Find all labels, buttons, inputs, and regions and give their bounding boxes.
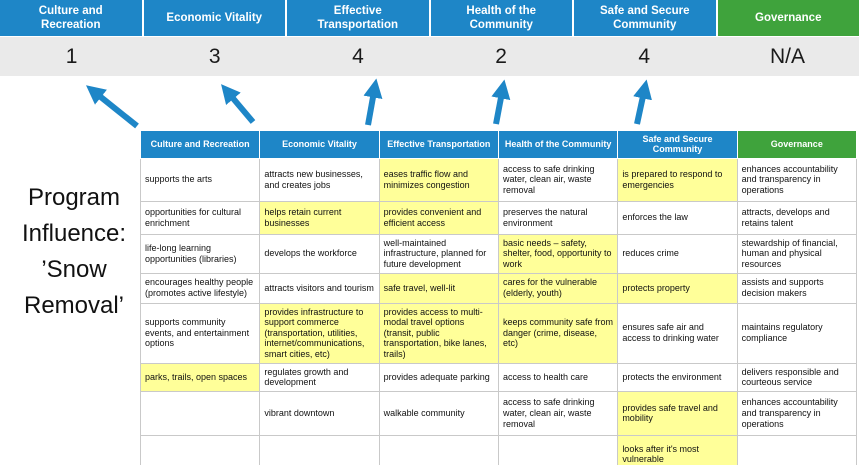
table-cell: basic needs – safety, shelter, food, opp…	[497, 233, 619, 274]
matrix-header-culture-and-recreation: Culture and Recreation	[139, 130, 261, 159]
table-cell: encourages healthy people (promotes acti…	[139, 272, 261, 304]
score-health-of-the-community: 2	[495, 44, 507, 68]
table-cell: assists and supports decision makers	[736, 272, 858, 304]
table-cell: regulates growth and development	[259, 362, 380, 392]
table-cell: access to safe drinking water, clean air…	[497, 157, 619, 202]
table-cell: develops the workforce	[259, 233, 380, 274]
table-row: encourages healthy people (promotes acti…	[139, 272, 858, 304]
matrix-header-safe-and-secure-community: Safe and Secure Community	[617, 130, 738, 159]
table-cell: enforces the law	[617, 200, 738, 235]
table-cell: safe travel, well-lit	[378, 272, 499, 304]
table-cell	[139, 390, 261, 436]
arrow-effective-transportation	[363, 78, 383, 126]
score-effective-transportation: 4	[352, 44, 364, 68]
arrow-economic-vitality	[221, 84, 256, 124]
program-title-line: Program	[27, 184, 121, 211]
table-cell: delivers responsible and courteous servi…	[736, 362, 858, 392]
table-cell: access to safe drinking water, clean air…	[497, 390, 619, 436]
scoreboard-header-health-of-the-community: Health of the Community	[430, 0, 572, 36]
table-cell: attracts, develops and retains talent	[736, 200, 858, 235]
table-cell: protects property	[617, 272, 738, 304]
table-cell	[378, 434, 499, 465]
table-row: parks, trails, open spaces regulates grow…	[139, 362, 858, 392]
scoreboard-header-economic-vitality: Economic Vitality	[143, 0, 285, 36]
table-cell: maintains regulatory compliance	[736, 302, 858, 364]
scoreboard-score-row: 1 3 4 2 4 N/A	[0, 37, 859, 76]
table-row: supports the arts attracts new businesses…	[139, 157, 858, 202]
table-row: vibrant downtown walkable community access…	[139, 390, 858, 436]
table-cell	[139, 434, 261, 465]
program-title: Program Influence: ’Snow Removal’	[0, 180, 148, 324]
table-cell: enhances accountability and transparency…	[736, 390, 858, 436]
scoreboard-header-row: Culture and Recreation Economic Vitality…	[0, 0, 859, 36]
table-cell: stewardship of financial, human and phys…	[736, 233, 858, 274]
matrix-header-economic-vitality: Economic Vitality	[259, 130, 380, 159]
table-cell: supports the arts	[139, 157, 261, 202]
table-cell: well-maintained infrastructure, planned …	[378, 233, 499, 274]
arrow-safe-and-secure-community	[633, 79, 652, 125]
scoreboard-header-safe-and-secure-community: Safe and Secure Community	[574, 0, 716, 36]
table-cell: looks after it's most vulnerable	[617, 434, 738, 465]
table-cell: enhances accountability and transparency…	[736, 157, 858, 202]
table-cell: keeps community safe from danger (crime,…	[497, 302, 619, 364]
scoreboard-header-governance: Governance	[717, 0, 859, 36]
table-cell: parks, trails, open spaces	[139, 362, 261, 392]
score-governance: N/A	[769, 44, 805, 68]
table-row: looks after it's most vulnerable	[139, 434, 858, 465]
table-cell: vibrant downtown	[259, 390, 380, 436]
matrix-header-governance: Governance	[736, 130, 858, 159]
table-row: opportunities for cultural enrichment hel…	[139, 200, 858, 235]
table-cell: helps retain current businesses	[259, 200, 380, 235]
score-arrows	[86, 78, 652, 129]
table-cell: preserves the natural environment	[497, 200, 619, 235]
table-cell: life-long learning opportunities (librar…	[139, 233, 261, 274]
table-cell: walkable community	[378, 390, 499, 436]
table-cell: provides safe travel and mobility	[617, 390, 738, 436]
table-cell: provides access to multi-modal travel op…	[378, 302, 499, 364]
program-title-line: Influence:	[21, 220, 127, 247]
matrix-header-effective-transportation: Effective Transportation	[378, 130, 499, 159]
score-economic-vitality: 3	[208, 44, 221, 68]
table-cell: protects the environment	[617, 362, 738, 392]
matrix-header-row: Culture and Recreation Economic Vitality…	[139, 130, 858, 159]
table-cell	[259, 434, 380, 465]
table-cell: attracts new businesses, and creates job…	[259, 157, 380, 202]
scoreboard-header-culture-and-recreation: Culture and Recreation	[0, 0, 142, 36]
influence-table-body: supports the arts attracts new businesses…	[139, 157, 858, 465]
table-cell: access to health care	[497, 362, 619, 392]
table-cell: cares for the vulnerable (elderly, youth…	[497, 272, 619, 304]
score-safe-and-secure-community: 4	[638, 44, 651, 68]
table-cell: supports community events, and entertain…	[139, 302, 261, 364]
table-cell	[736, 434, 858, 465]
program-title-line: ’Snow	[41, 256, 107, 283]
table-cell: attracts visitors and tourism	[259, 272, 380, 304]
table-cell: reduces crime	[617, 233, 738, 274]
table-row: supports community events, and entertain…	[139, 302, 858, 364]
table-row: life-long learning opportunities (librar…	[139, 233, 858, 274]
table-cell: ensures safe air and access to drinking …	[617, 302, 738, 364]
scoreboard-header-effective-transportation: Effective Transportation	[287, 0, 429, 36]
arrow-health-of-the-community	[491, 79, 511, 125]
score-culture-and-recreation: 1	[65, 44, 78, 68]
table-cell: opportunities for cultural enrichment	[139, 200, 261, 235]
matrix-header-health-of-the-community: Health of the Community	[497, 130, 619, 159]
table-cell: eases traffic flow and minimizes congest…	[378, 157, 499, 202]
arrow-culture-and-recreation	[86, 85, 139, 129]
table-cell: provides adequate parking	[378, 362, 499, 392]
influence-table: Culture and Recreation Economic Vitality…	[139, 130, 858, 465]
table-cell: is prepared to respond to emergencies	[617, 157, 738, 202]
table-cell	[497, 434, 619, 465]
table-cell: provides infrastructure to support comme…	[259, 302, 380, 364]
table-cell: provides convenient and efficient access	[378, 200, 499, 235]
program-title-line: Removal’	[23, 292, 125, 319]
